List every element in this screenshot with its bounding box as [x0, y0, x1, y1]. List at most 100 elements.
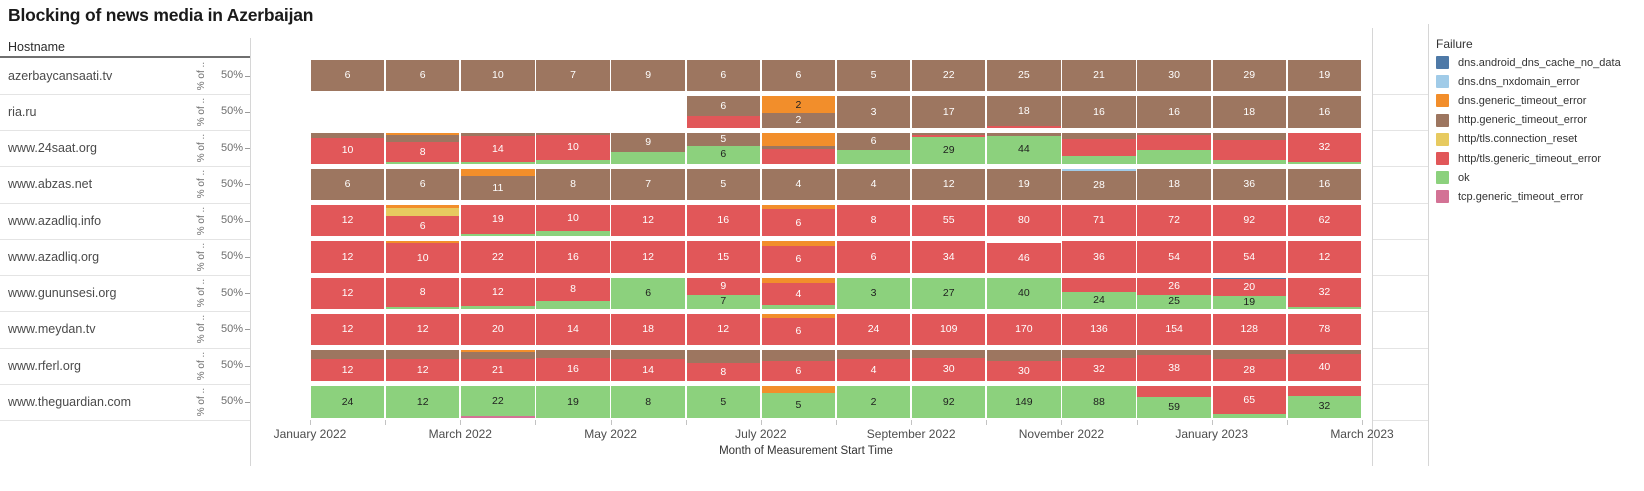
bar-segment[interactable]: 12 — [310, 205, 385, 237]
bar-segment[interactable]: 19 — [1287, 60, 1362, 92]
bar-segment[interactable] — [1062, 132, 1136, 140]
bar-stack[interactable]: 32 — [1287, 132, 1362, 164]
bar-stack[interactable]: 12 — [310, 205, 385, 237]
bar-segment[interactable] — [761, 241, 836, 247]
bar-stack[interactable]: 9 — [611, 132, 685, 164]
bar-segment[interactable]: 7 — [611, 168, 685, 200]
bar-stack[interactable]: 12 — [611, 241, 685, 273]
bar-segment[interactable]: 16 — [1287, 96, 1362, 128]
bar-segment[interactable]: 92 — [1212, 205, 1287, 237]
bar-stack[interactable]: 40 — [987, 277, 1061, 309]
bar-stack[interactable]: 4 — [836, 350, 911, 382]
bar-stack[interactable]: 26 25 — [1137, 277, 1211, 309]
bar-segment[interactable]: 19 — [461, 205, 535, 235]
hostname-label[interactable]: ria.ru — [8, 104, 37, 119]
bar-stack[interactable]: 65 — [1212, 386, 1287, 418]
bar-stack[interactable]: 32 — [1062, 350, 1136, 382]
bar-segment[interactable] — [1137, 350, 1211, 355]
bar-segment[interactable]: 32 — [1287, 395, 1362, 418]
bar-stack[interactable]: 12 — [385, 350, 460, 382]
bar-segment[interactable] — [761, 313, 836, 319]
bar-segment[interactable]: 6 — [761, 318, 836, 345]
bar-segment[interactable] — [385, 306, 460, 309]
bar-stack[interactable]: 6 — [686, 96, 761, 128]
bar-stack[interactable]: 8 — [686, 350, 761, 382]
bar-segment[interactable]: 22 — [461, 386, 535, 416]
bar-stack[interactable]: 8 — [611, 386, 685, 418]
bar-segment[interactable]: 46 — [987, 243, 1061, 273]
bar-segment[interactable]: 6 — [761, 209, 836, 237]
bar-segment[interactable]: 44 — [987, 135, 1061, 164]
bar-segment[interactable] — [1137, 132, 1211, 135]
bar-segment[interactable]: 17 — [911, 96, 986, 128]
bar-segment[interactable] — [461, 161, 535, 164]
bar-segment[interactable]: 26 — [1137, 277, 1211, 295]
bar-stack[interactable]: 6 — [761, 60, 836, 92]
bar-stack[interactable]: 10 — [310, 132, 385, 164]
bar-stack[interactable]: 28 — [1212, 350, 1287, 382]
bar-segment[interactable]: 4 — [761, 168, 836, 200]
bar-stack[interactable]: 78 — [1287, 313, 1362, 345]
bar-segment[interactable] — [761, 149, 836, 164]
bar-stack[interactable]: 21 — [461, 350, 535, 382]
bar-segment[interactable] — [1212, 413, 1287, 418]
bar-segment[interactable]: 19 — [1212, 296, 1287, 309]
bar-segment[interactable]: 30 — [911, 357, 986, 382]
bar-segment[interactable]: 6 — [761, 60, 836, 92]
bar-segment[interactable] — [536, 350, 610, 358]
bar-stack[interactable]: 5 — [686, 168, 761, 200]
bar-segment[interactable]: 12 — [310, 241, 385, 273]
bar-segment[interactable]: 24 — [836, 313, 911, 345]
bar-stack[interactable]: 16 — [1062, 96, 1136, 128]
bar-stack[interactable]: 12 — [1287, 241, 1362, 273]
bar-segment[interactable]: 16 — [1287, 168, 1362, 200]
bar-stack[interactable]: 27 — [911, 277, 986, 309]
bar-segment[interactable]: 3 — [836, 277, 911, 309]
bar-stack[interactable]: 10 — [385, 241, 460, 273]
bar-segment[interactable] — [461, 168, 535, 176]
bar-stack[interactable]: 10 — [461, 60, 535, 92]
bar-stack[interactable]: 36 — [1062, 241, 1136, 273]
bar-segment[interactable]: 9 — [611, 132, 685, 152]
bar-segment[interactable]: 18 — [1212, 96, 1287, 128]
bar-segment[interactable] — [1062, 168, 1136, 171]
bar-segment[interactable]: 59 — [1137, 397, 1211, 418]
bar-segment[interactable] — [761, 145, 836, 150]
bar-segment[interactable]: 4 — [836, 168, 911, 200]
bar-segment[interactable] — [461, 132, 535, 136]
bar-stack[interactable]: 24 — [836, 313, 911, 345]
bar-segment[interactable] — [1287, 386, 1362, 396]
bar-segment[interactable]: 18 — [611, 313, 685, 345]
bar-stack[interactable]: 12 — [310, 350, 385, 382]
bar-stack[interactable]: 2 — [836, 386, 911, 418]
bar-stack[interactable]: 16 — [536, 241, 610, 273]
bar-stack[interactable]: 5 — [761, 386, 836, 418]
bar-stack[interactable]: 18 — [611, 313, 685, 345]
bar-stack[interactable]: 9 — [611, 60, 685, 92]
bar-stack[interactable]: 6 — [310, 60, 385, 92]
bar-stack[interactable]: 12 — [686, 313, 761, 345]
bar-stack[interactable]: 11 — [461, 168, 535, 200]
bar-segment[interactable]: 12 — [385, 359, 460, 382]
hostname-label[interactable]: www.theguardian.com — [8, 394, 131, 409]
bar-segment[interactable]: 12 — [611, 241, 685, 273]
bar-segment[interactable]: 92 — [911, 386, 986, 418]
bar-stack[interactable]: 22 — [911, 60, 986, 92]
bar-segment[interactable]: 38 — [1137, 354, 1211, 382]
bar-segment[interactable]: 10 — [536, 135, 610, 160]
bar-stack[interactable]: 12 — [385, 313, 460, 345]
bar-segment[interactable] — [1062, 139, 1136, 156]
bar-stack[interactable]: 14 — [611, 350, 685, 382]
bar-segment[interactable] — [911, 132, 986, 135]
bar-stack[interactable]: 72 — [1137, 205, 1211, 237]
bar-segment[interactable]: 20 — [461, 313, 535, 345]
bar-stack[interactable]: 21 — [1062, 60, 1136, 92]
bar-segment[interactable]: 8 — [536, 277, 610, 301]
legend-item[interactable]: http.generic_timeout_error — [1436, 111, 1587, 130]
bar-segment[interactable] — [385, 205, 460, 208]
bar-segment[interactable]: 24 — [310, 386, 385, 418]
bar-stack[interactable]: 92 — [911, 386, 986, 418]
bar-stack[interactable]: 7 — [611, 168, 685, 200]
bar-segment[interactable]: 128 — [1212, 313, 1287, 345]
